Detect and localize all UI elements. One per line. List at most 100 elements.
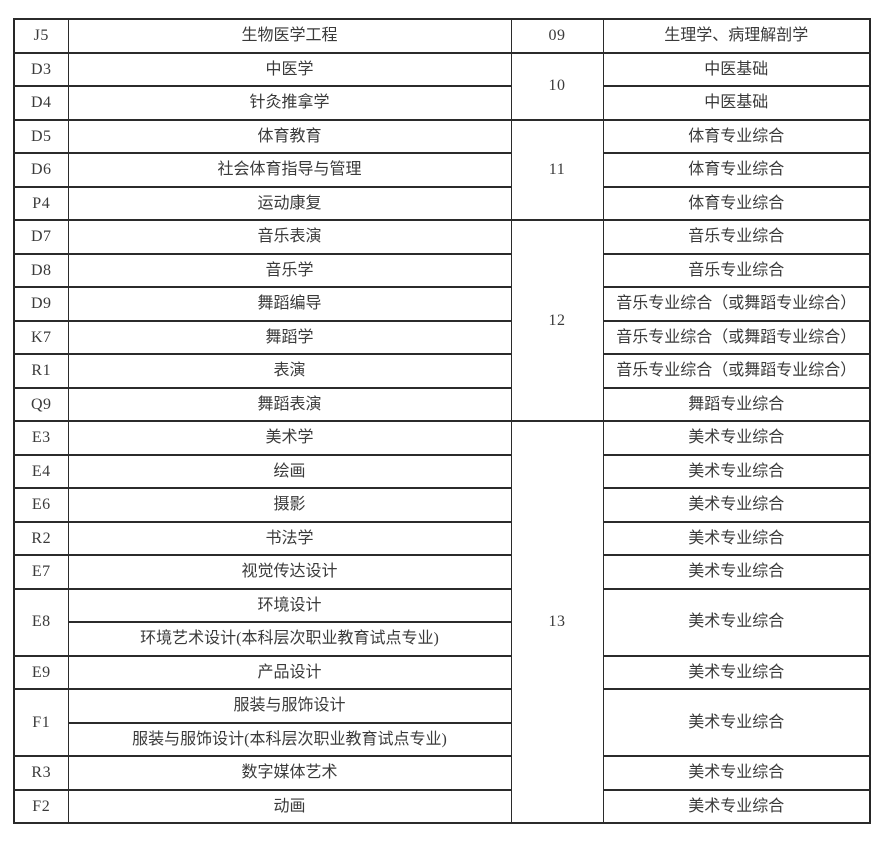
group-code-cell: 13 <box>510 420 604 824</box>
table-row: E7 视觉传达设计 美术专业综合 <box>13 554 871 590</box>
major-code-cell: R2 <box>13 520 69 556</box>
subject-cell: 美术专业综合 <box>602 688 871 757</box>
major-name-cell: 表演 <box>67 353 512 389</box>
table-row: D6 社会体育指导与管理 体育专业综合 <box>13 152 871 188</box>
table-row: D4 针灸推拿学 中医基础 <box>13 85 871 121</box>
major-name-cell: 针灸推拿学 <box>67 85 512 121</box>
table-row: D3 中医学 10 中医基础 <box>13 51 871 121</box>
group-code-cell: 12 <box>510 219 604 422</box>
major-code-cell: E3 <box>13 420 69 456</box>
subject-cell: 美术专业综合 <box>602 554 871 590</box>
major-name-cell: 生物医学工程 <box>67 18 512 54</box>
subject-cell: 音乐专业综合（或舞蹈专业综合） <box>602 319 871 355</box>
table-row: R3 数字媒体艺术 美术专业综合 <box>13 755 871 791</box>
major-name-cell: 动画 <box>67 788 512 824</box>
subject-cell: 体育专业综合 <box>602 185 871 221</box>
subject-cell: 美术专业综合 <box>602 420 871 456</box>
subject-cell: 美术专业综合 <box>602 654 871 690</box>
major-code-cell: K7 <box>13 319 69 355</box>
major-name-cell: 运动康复 <box>67 185 512 221</box>
major-name-cell: 服装与服饰设计(本科层次职业教育试点专业) <box>67 721 512 757</box>
group-code-cell: 10 <box>510 51 604 121</box>
subject-cell: 音乐专业综合（或舞蹈专业综合） <box>602 286 871 322</box>
subject-cell: 音乐专业综合 <box>602 252 871 288</box>
major-name-cell: 舞蹈表演 <box>67 386 512 422</box>
major-code-cell: F2 <box>13 788 69 824</box>
table-row: D8 音乐学 音乐专业综合 <box>13 252 871 288</box>
subject-cell: 中医基础 <box>602 51 871 87</box>
major-name-cell: 环境艺术设计(本科层次职业教育试点专业) <box>67 621 512 657</box>
exam-subjects-table: J5 生物医学工程 09 生理学、病理解剖学 D3 中医学 10 中医基础 D4 针灸推拿学 中医基… <box>13 18 871 824</box>
subject-cell: 美术专业综合 <box>602 453 871 489</box>
major-code-cell: F1 <box>13 688 69 757</box>
subject-cell: 美术专业综合 <box>602 788 871 824</box>
major-name-cell: 舞蹈编导 <box>67 286 512 322</box>
major-name-cell: 产品设计 <box>67 654 512 690</box>
major-code-cell: Q9 <box>13 386 69 422</box>
major-name-cell: 环境设计 <box>67 587 512 623</box>
table-row: E6 摄影 美术专业综合 <box>13 487 871 523</box>
major-code-cell: D9 <box>13 286 69 322</box>
table-row: P4 运动康复 体育专业综合 <box>13 185 871 221</box>
subject-cell: 生理学、病理解剖学 <box>602 18 871 54</box>
group-code-cell: 09 <box>510 18 604 54</box>
major-code-cell: P4 <box>13 185 69 221</box>
major-code-cell: D4 <box>13 85 69 121</box>
major-code-cell: D5 <box>13 118 69 154</box>
major-name-cell: 书法学 <box>67 520 512 556</box>
exam-table-body: J5 生物医学工程 09 生理学、病理解剖学 D3 中医学 10 中医基础 D4 针灸推拿学 中医基… <box>13 18 871 824</box>
major-name-cell: 服装与服饰设计 <box>67 688 512 724</box>
subject-cell: 美术专业综合 <box>602 487 871 523</box>
table-row: Q9 舞蹈表演 舞蹈专业综合 <box>13 386 871 422</box>
major-name-cell: 数字媒体艺术 <box>67 755 512 791</box>
major-code-cell: E9 <box>13 654 69 690</box>
subject-cell: 美术专业综合 <box>602 755 871 791</box>
subject-cell: 中医基础 <box>602 85 871 121</box>
subject-cell: 美术专业综合 <box>602 520 871 556</box>
table-row: E4 绘画 美术专业综合 <box>13 453 871 489</box>
table-row: 服装与服饰设计(本科层次职业教育试点专业) <box>14 721 870 757</box>
major-code-cell: D8 <box>13 252 69 288</box>
major-name-cell: 摄影 <box>67 487 512 523</box>
group-code-cell: 11 <box>510 118 604 221</box>
major-code-cell: E8 <box>13 587 69 657</box>
table-row: E8 环境设计 美术专业综合 <box>13 587 871 657</box>
major-name-cell: 绘画 <box>67 453 512 489</box>
major-code-cell: E6 <box>13 487 69 523</box>
subject-cell: 音乐专业综合（或舞蹈专业综合） <box>602 353 871 389</box>
table-row: K7 舞蹈学 音乐专业综合（或舞蹈专业综合） <box>13 319 871 355</box>
table-row: J5 生物医学工程 09 生理学、病理解剖学 <box>13 18 871 54</box>
table-row: D9 舞蹈编导 音乐专业综合（或舞蹈专业综合） <box>13 286 871 322</box>
subject-cell: 体育专业综合 <box>602 118 871 154</box>
subject-cell: 体育专业综合 <box>602 152 871 188</box>
major-name-cell: 音乐表演 <box>67 219 512 255</box>
major-code-cell: E4 <box>13 453 69 489</box>
major-code-cell: R1 <box>13 353 69 389</box>
major-name-cell: 体育教育 <box>67 118 512 154</box>
table-row: 环境艺术设计(本科层次职业教育试点专业) <box>14 621 870 657</box>
subject-cell: 音乐专业综合 <box>602 219 871 255</box>
major-code-cell: R3 <box>13 755 69 791</box>
subject-cell: 美术专业综合 <box>602 587 871 657</box>
major-code-cell: D3 <box>13 51 69 87</box>
major-name-cell: 舞蹈学 <box>67 319 512 355</box>
major-code-cell: E7 <box>13 554 69 590</box>
major-code-cell: D7 <box>13 219 69 255</box>
major-name-cell: 音乐学 <box>67 252 512 288</box>
table-row: F2 动画 美术专业综合 <box>13 788 871 824</box>
table-row: E9 产品设计 美术专业综合 <box>13 654 871 690</box>
major-code-cell: D6 <box>13 152 69 188</box>
table-row: E3 美术学 13 美术专业综合 <box>13 420 871 824</box>
table-row: D7 音乐表演 12 音乐专业综合 <box>13 219 871 422</box>
major-name-cell: 视觉传达设计 <box>67 554 512 590</box>
subject-cell: 舞蹈专业综合 <box>602 386 871 422</box>
table-row: D5 体育教育 11 体育专业综合 <box>13 118 871 221</box>
table-row: R2 书法学 美术专业综合 <box>13 520 871 556</box>
major-name-cell: 社会体育指导与管理 <box>67 152 512 188</box>
table-row: F1 服装与服饰设计 美术专业综合 <box>13 688 871 757</box>
major-name-cell: 中医学 <box>67 51 512 87</box>
major-name-cell: 美术学 <box>67 420 512 456</box>
major-code-cell: J5 <box>13 18 69 54</box>
table-row: R1 表演 音乐专业综合（或舞蹈专业综合） <box>13 353 871 389</box>
